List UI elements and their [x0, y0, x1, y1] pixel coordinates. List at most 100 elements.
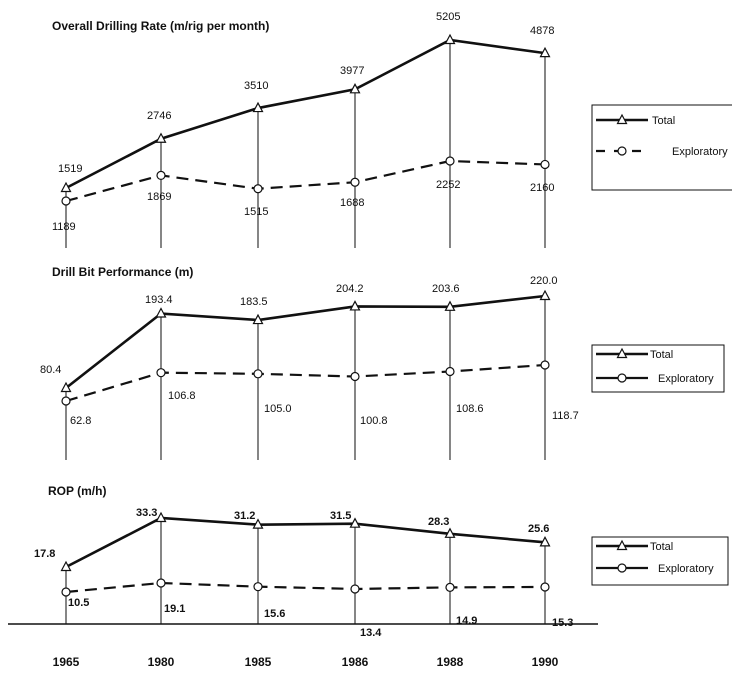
total-data-label: 3977 [340, 65, 364, 77]
total-point [349, 83, 361, 94]
panel-title: Overall Drilling Rate (m/rig per month) [52, 19, 269, 33]
exploratory-point [61, 587, 71, 597]
total-data-label: 1519 [58, 163, 82, 175]
total-data-label: 80.4 [40, 364, 61, 376]
panel-title: Drill Bit Performance (m) [52, 265, 193, 279]
total-point [155, 132, 167, 143]
total-point [539, 536, 551, 547]
legend: Total Exploratory [591, 344, 725, 393]
total-point [444, 527, 456, 538]
total-data-label: 25.6 [528, 523, 549, 535]
year-tick-label: 1965 [53, 655, 80, 669]
legend-exploratory-marker [617, 146, 627, 156]
total-point [60, 560, 72, 572]
panel-title: ROP (m/h) [48, 484, 106, 498]
exploratory-point [156, 578, 166, 588]
exploratory-data-label: 105.0 [264, 403, 292, 415]
total-point [349, 517, 361, 528]
exploratory-point [540, 159, 550, 170]
year-tick-label: 1985 [245, 655, 272, 669]
total-point [60, 181, 72, 193]
exploratory-point [253, 582, 263, 592]
total-data-label: 33.3 [136, 507, 157, 519]
exploratory-point [253, 369, 263, 379]
exploratory-point [540, 360, 550, 370]
exploratory-data-label: 15.3 [552, 617, 573, 629]
total-point [252, 101, 264, 113]
exploratory-point [350, 177, 360, 187]
total-data-label: 17.8 [34, 548, 55, 560]
year-tick-label: 1980 [148, 655, 175, 669]
total-point [60, 381, 72, 393]
year-tick-label: 1990 [532, 655, 559, 669]
exploratory-point [350, 584, 360, 594]
total-data-label: 203.6 [432, 283, 460, 295]
legend: Total Exploratory [591, 536, 729, 586]
exploratory-point [445, 582, 455, 592]
legend-exploratory-marker [617, 563, 627, 573]
exploratory-data-label: 108.6 [456, 403, 484, 415]
series-line-exploratory [65, 159, 546, 203]
total-point [444, 33, 456, 45]
total-data-label: 3510 [244, 80, 268, 92]
exploratory-data-label: 2160 [530, 182, 554, 194]
legend-label-total: Total [652, 115, 675, 127]
exploratory-data-label: 10.5 [68, 597, 89, 609]
legend: Total Exploratory [591, 104, 732, 191]
exploratory-data-label: 118.7 [552, 410, 579, 422]
series-line-total [65, 516, 546, 569]
total-data-label: 4878 [530, 25, 554, 37]
total-data-label: 220.0 [530, 275, 558, 287]
exploratory-data-label: 106.8 [168, 390, 196, 402]
exploratory-point [445, 366, 455, 377]
total-point [444, 300, 456, 311]
total-data-label: 5205 [436, 11, 460, 23]
exploratory-data-label: 100.8 [360, 415, 388, 427]
exploratory-data-label: 2252 [436, 179, 460, 191]
legend-box [591, 536, 729, 586]
panel-3: ROP (m/h) 17.8 33.3 31.2 31.5 28.3 25.6 10.5 19.… [34, 484, 729, 639]
total-data-label: 183.5 [240, 296, 268, 308]
year-tick-label: 1986 [342, 655, 369, 669]
panel-1: Overall Drilling Rate (m/rig per month) 1… [52, 11, 732, 248]
total-point [252, 313, 264, 325]
legend-total-marker [616, 539, 628, 551]
exploratory-point [253, 184, 263, 194]
exploratory-data-label: 1515 [244, 206, 268, 218]
total-point [539, 46, 551, 58]
total-data-label: 31.2 [234, 510, 255, 522]
exploratory-point [445, 156, 455, 166]
exploratory-data-label: 13.4 [360, 627, 382, 639]
legend-total-marker [616, 347, 628, 359]
exploratory-data-label: 19.1 [164, 603, 185, 615]
total-data-label: 2746 [147, 110, 171, 122]
legend-label-total: Total [650, 349, 673, 361]
exploratory-point [156, 170, 166, 181]
total-point [155, 511, 167, 523]
total-data-label: 31.5 [330, 510, 351, 522]
exploratory-point [61, 396, 71, 406]
total-point [155, 307, 167, 318]
series-line-exploratory [65, 363, 546, 403]
exploratory-data-label: 14.9 [456, 615, 477, 627]
exploratory-point [540, 582, 550, 592]
exploratory-point [61, 196, 71, 206]
total-data-label: 204.2 [336, 283, 364, 295]
legend-label-exploratory: Exploratory [672, 146, 728, 158]
exploratory-data-label: 1189 [52, 221, 76, 233]
series-line-total [65, 294, 546, 390]
legend-label-total: Total [650, 541, 673, 553]
legend-label-exploratory: Exploratory [658, 563, 714, 575]
legend-total-marker [616, 113, 628, 125]
legend-label-exploratory: Exploratory [658, 373, 714, 385]
legend-box [591, 344, 725, 393]
total-data-label: 193.4 [145, 294, 173, 306]
exploratory-data-label: 1688 [340, 197, 364, 209]
exploratory-point [156, 368, 166, 378]
total-point [539, 289, 551, 301]
exploratory-data-label: 62.8 [70, 415, 91, 427]
series-line-exploratory [65, 581, 546, 594]
year-tick-label: 1988 [437, 655, 464, 669]
exploratory-data-label: 15.6 [264, 608, 285, 620]
exploratory-data-label: 1869 [147, 191, 171, 203]
